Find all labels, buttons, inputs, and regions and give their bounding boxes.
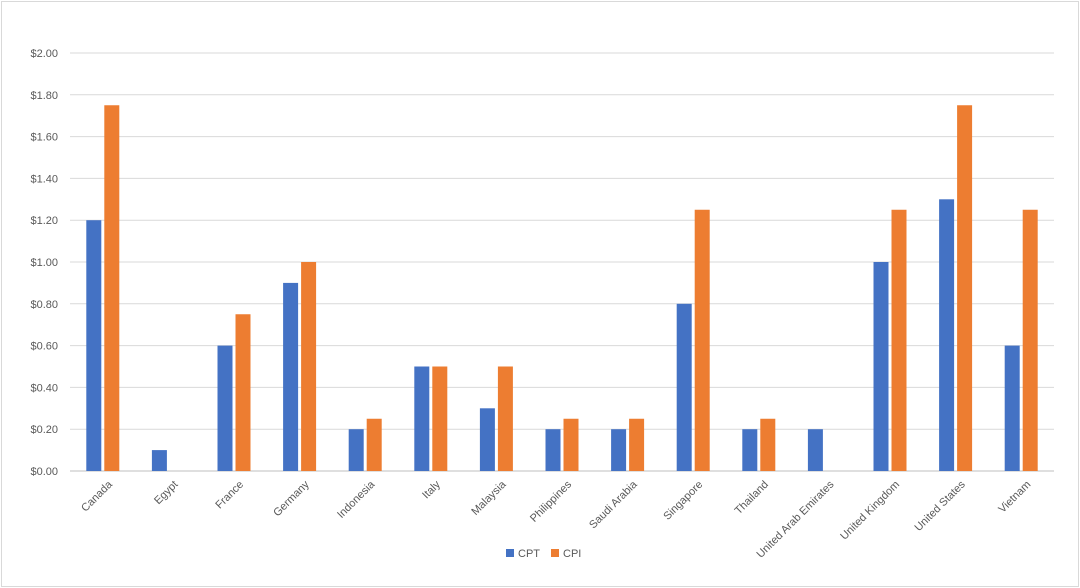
bar-cpi-saudi-arabia bbox=[629, 418, 645, 471]
bar-cpt-united-kingdom bbox=[873, 262, 889, 471]
bar-cpi-vietnam bbox=[1022, 209, 1038, 471]
x-category-label: Malaysia bbox=[469, 478, 509, 518]
x-category-label: Vietnam bbox=[996, 479, 1033, 516]
bars bbox=[86, 105, 1038, 472]
y-tick-label: $0.60 bbox=[30, 341, 58, 353]
x-category-label: Egypt bbox=[152, 479, 180, 507]
gridlines bbox=[70, 52, 1054, 472]
bar-cpi-italy bbox=[432, 366, 448, 471]
bar-cpi-united-kingdom bbox=[891, 209, 907, 471]
bar-cpt-vietnam bbox=[1004, 345, 1020, 471]
x-category-label: Saudi Arabia bbox=[587, 478, 640, 531]
bar-cpt-indonesia bbox=[348, 429, 364, 471]
bar-cpt-germany bbox=[283, 282, 299, 471]
legend: CPT CPI bbox=[506, 548, 581, 560]
x-category-label: Germany bbox=[271, 478, 312, 519]
bar-cpi-malaysia bbox=[497, 366, 513, 471]
y-tick-label: $1.20 bbox=[30, 215, 58, 227]
x-category-label: United States bbox=[913, 478, 969, 534]
bar-cpt-united-states bbox=[939, 199, 955, 472]
y-tick-label: $1.00 bbox=[30, 257, 58, 269]
legend-label-cpt: CPT bbox=[518, 548, 540, 560]
x-axis-category-labels: Canada Egypt France Germany Indonesia Italy Ma… bbox=[79, 478, 1033, 561]
legend-label-cpi: CPI bbox=[563, 548, 581, 560]
legend-swatch-cpi bbox=[551, 549, 559, 557]
y-tick-label: $0.00 bbox=[30, 466, 58, 478]
x-category-label: Canada bbox=[79, 478, 115, 514]
bar-cpi-germany bbox=[301, 262, 317, 471]
bar-cpt-singapore bbox=[676, 303, 692, 471]
y-tick-label: $0.40 bbox=[30, 382, 58, 394]
y-tick-label: $1.40 bbox=[30, 173, 58, 185]
bar-cpt-italy bbox=[414, 366, 430, 471]
x-category-label: United Kingdom bbox=[838, 479, 902, 543]
y-tick-label: $1.80 bbox=[30, 90, 58, 102]
legend-swatch-cpt bbox=[506, 549, 514, 557]
y-tick-label: $2.00 bbox=[30, 48, 58, 60]
bar-cpt-saudi-arabia bbox=[611, 429, 627, 471]
bar-cpt-united-arab-emirates bbox=[807, 429, 823, 471]
y-tick-label: $0.20 bbox=[30, 424, 58, 436]
x-category-label: France bbox=[213, 479, 246, 512]
bar-cpi-indonesia bbox=[366, 418, 382, 471]
bar-cpi-united-states bbox=[957, 105, 973, 471]
y-tick-label: $1.60 bbox=[30, 132, 58, 144]
bar-cpi-france bbox=[235, 314, 251, 471]
bar-cpi-thailand bbox=[760, 418, 776, 471]
y-axis-tick-labels: $0.00 $0.20 $0.40 $0.60 $0.80 $1.00 $1.20 $1.40… bbox=[30, 48, 58, 478]
bar-cpi-canada bbox=[104, 105, 120, 471]
bar-cpt-malaysia bbox=[479, 408, 495, 471]
x-category-label: Indonesia bbox=[335, 478, 378, 521]
y-tick-label: $0.80 bbox=[30, 299, 58, 311]
x-category-label: Italy bbox=[420, 478, 443, 501]
x-category-label: Philippines bbox=[528, 478, 574, 524]
x-category-label: Thailand bbox=[733, 479, 771, 517]
bar-cpi-philippines bbox=[563, 418, 579, 471]
bar-cpt-philippines bbox=[545, 429, 561, 471]
bar-cpi-singapore bbox=[694, 209, 710, 471]
bar-cpt-thailand bbox=[742, 429, 758, 471]
x-category-label: Singapore bbox=[661, 479, 705, 523]
bar-cpt-france bbox=[217, 345, 233, 471]
bar-cpt-egypt bbox=[151, 450, 167, 471]
bar-cpt-canada bbox=[86, 220, 102, 471]
